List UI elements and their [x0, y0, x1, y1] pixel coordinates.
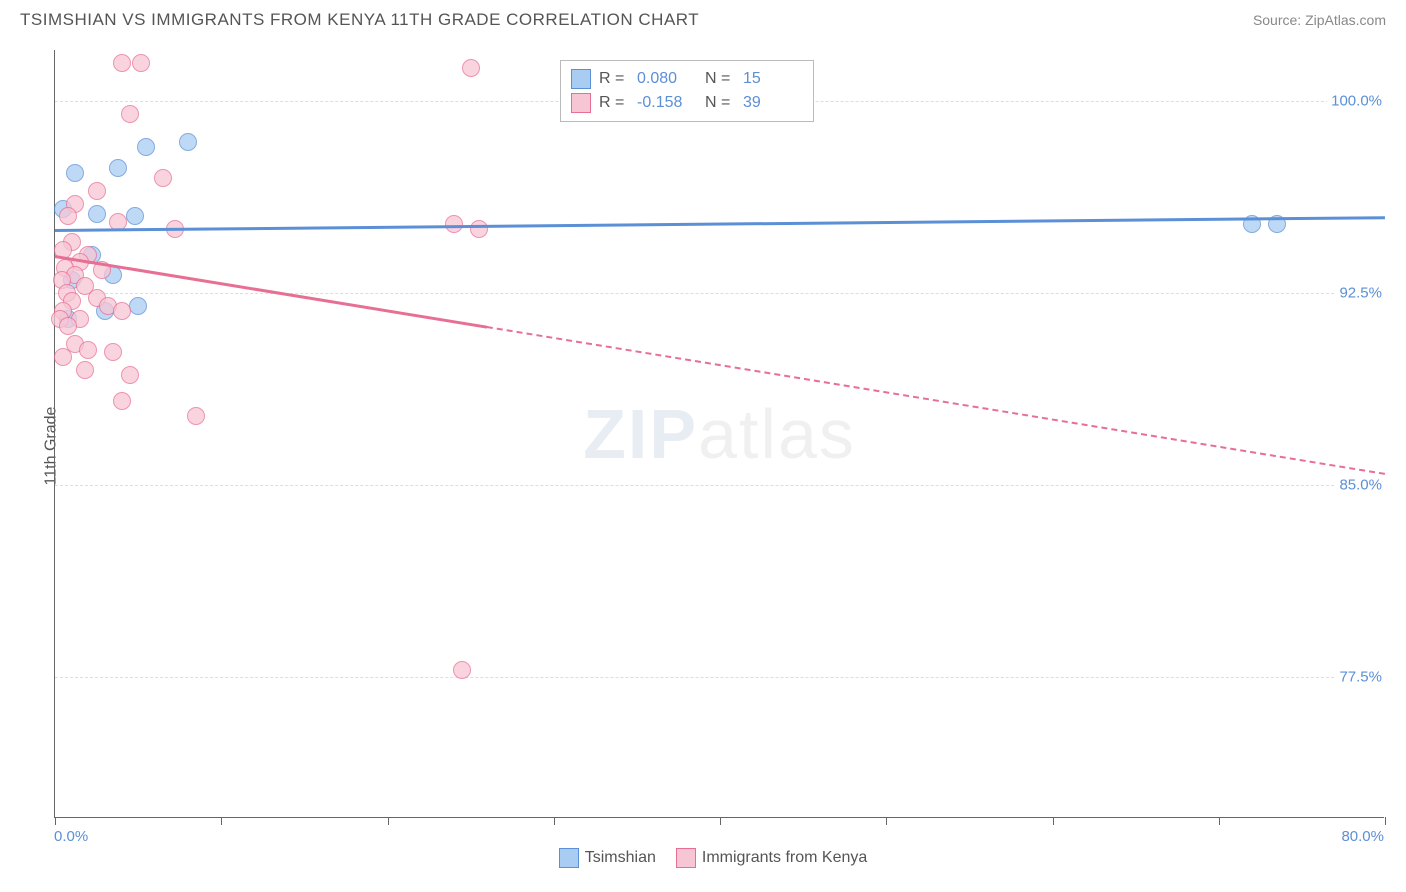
data-point: [59, 207, 77, 225]
x-tick: [1219, 817, 1220, 825]
data-point: [445, 215, 463, 233]
x-tick: [221, 817, 222, 825]
data-point: [113, 302, 131, 320]
data-point: [76, 361, 94, 379]
stats-legend: R = 0.080 N = 15 R = -0.158 N = 39: [560, 60, 814, 122]
stat-n-label: N =: [705, 94, 735, 112]
legend-swatch: [571, 93, 591, 113]
legend-label: Tsimshian: [585, 849, 656, 866]
stat-n-label: N =: [705, 70, 735, 88]
gridline-h: [55, 485, 1384, 486]
legend-label: Immigrants from Kenya: [702, 849, 867, 866]
y-tick-label: 100.0%: [1327, 93, 1386, 110]
data-point: [453, 661, 471, 679]
watermark: ZIPatlas: [583, 394, 856, 474]
data-point: [88, 205, 106, 223]
stats-row: R = -0.158 N = 39: [571, 91, 803, 115]
x-tick: [55, 817, 56, 825]
trend-line: [55, 216, 1385, 232]
data-point: [79, 341, 97, 359]
chart-title: TSIMSHIAN VS IMMIGRANTS FROM KENYA 11TH …: [20, 10, 699, 30]
x-tick: [1385, 817, 1386, 825]
data-point: [59, 317, 77, 335]
x-axis-labels: 0.0% 80.0%: [54, 828, 1384, 848]
x-tick: [720, 817, 721, 825]
x-tick: [388, 817, 389, 825]
data-point: [132, 54, 150, 72]
stat-r-label: R =: [599, 70, 629, 88]
data-point: [113, 54, 131, 72]
stat-n-value: 39: [743, 94, 803, 112]
x-tick-label: 0.0%: [54, 828, 88, 845]
stat-r-label: R =: [599, 94, 629, 112]
legend-swatch: [559, 848, 579, 868]
header: TSIMSHIAN VS IMMIGRANTS FROM KENYA 11TH …: [0, 0, 1406, 30]
x-tick: [1053, 817, 1054, 825]
data-point: [179, 133, 197, 151]
stat-r-value: 0.080: [637, 70, 697, 88]
stats-row: R = 0.080 N = 15: [571, 67, 803, 91]
data-point: [154, 169, 172, 187]
data-point: [88, 182, 106, 200]
x-tick-label: 80.0%: [1341, 828, 1384, 845]
source-label: Source: ZipAtlas.com: [1253, 12, 1386, 28]
data-point: [470, 220, 488, 238]
y-tick-label: 92.5%: [1335, 285, 1386, 302]
legend-swatch: [571, 69, 591, 89]
y-tick-label: 85.0%: [1335, 477, 1386, 494]
bottom-legend: Tsimshian Immigrants from Kenya: [0, 848, 1406, 868]
data-point: [187, 407, 205, 425]
data-point: [121, 105, 139, 123]
data-point: [126, 207, 144, 225]
x-tick: [554, 817, 555, 825]
stat-r-value: -0.158: [637, 94, 697, 112]
data-point: [54, 348, 72, 366]
gridline-h: [55, 293, 1384, 294]
gridline-h: [55, 677, 1384, 678]
data-point: [66, 164, 84, 182]
trend-line: [487, 326, 1385, 475]
stat-n-value: 15: [743, 70, 803, 88]
data-point: [121, 366, 139, 384]
data-point: [462, 59, 480, 77]
data-point: [129, 297, 147, 315]
plot-area: ZIPatlas 77.5% 85.0% 92.5% 100.0% R = 0.080 N …: [54, 50, 1384, 818]
y-tick-label: 77.5%: [1335, 669, 1386, 686]
legend-swatch: [676, 848, 696, 868]
data-point: [137, 138, 155, 156]
x-tick: [886, 817, 887, 825]
data-point: [113, 392, 131, 410]
data-point: [104, 343, 122, 361]
data-point: [109, 159, 127, 177]
